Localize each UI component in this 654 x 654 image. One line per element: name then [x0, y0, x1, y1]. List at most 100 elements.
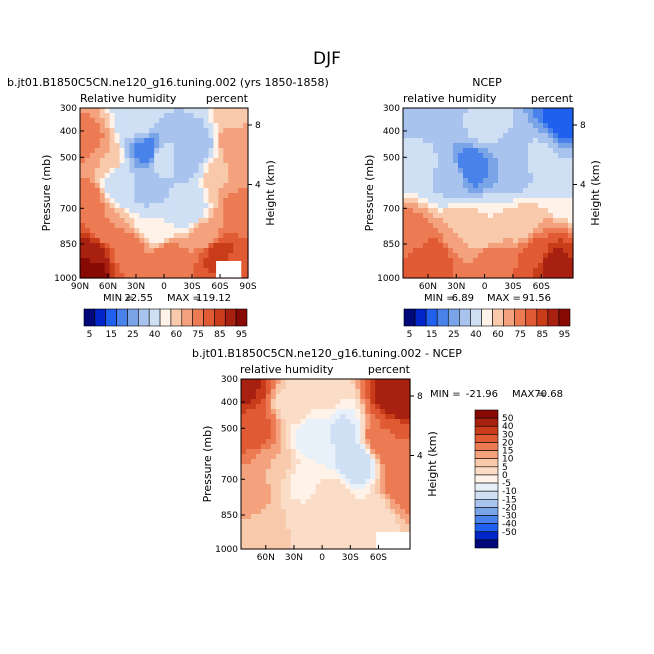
diff-cell: [380, 419, 386, 425]
model-cell: [144, 183, 150, 189]
diff-cell: [405, 484, 411, 490]
diff-cell: [245, 519, 252, 525]
diff-cell: [265, 539, 272, 545]
model-cell: [94, 258, 101, 264]
model-cell: [124, 218, 131, 224]
model-cell: [139, 123, 145, 129]
model-cell: [203, 138, 210, 144]
model-cell: [168, 238, 175, 244]
obs-cell: [443, 273, 449, 279]
model-cell: [119, 143, 126, 149]
model-cell: [233, 163, 239, 169]
obs-colorbar-label: 5: [407, 330, 413, 340]
diff-cell: [295, 484, 302, 490]
diff-cell: [380, 474, 386, 480]
model-cell: [94, 223, 101, 229]
model-cell: [203, 143, 210, 149]
diff-cell: [375, 514, 381, 520]
model-cell: [198, 243, 205, 249]
diff-cell: [310, 504, 317, 510]
model-colorbar-box: [116, 308, 128, 327]
obs-cell: [528, 253, 534, 259]
diff-cell: [385, 424, 391, 430]
model-cell: [193, 193, 200, 199]
diff-cell: [370, 494, 376, 500]
model-cell: [89, 243, 96, 249]
model-cell: [119, 138, 126, 144]
obs-cell: [433, 183, 439, 189]
model-cell: [159, 223, 165, 229]
diff-cell: [365, 509, 371, 515]
obs-cell: [478, 108, 484, 114]
model-cell: [173, 213, 180, 219]
obs-cell: [553, 263, 559, 269]
model-cell: [218, 213, 224, 219]
obs-cell: [458, 173, 464, 179]
model-cell: [114, 263, 121, 269]
diff-cell: [245, 524, 252, 530]
model-cell: [159, 113, 165, 119]
diff-cell: [375, 424, 381, 430]
diff-cell: [305, 519, 312, 525]
obs-cell: [463, 178, 469, 184]
diff-cell: [350, 504, 356, 510]
obs-cell: [523, 148, 529, 154]
obs-cell: [528, 128, 534, 134]
model-cell: [208, 268, 215, 274]
obs-cell: [468, 208, 474, 214]
model-cell: [89, 223, 96, 229]
diff-cell: [350, 389, 356, 395]
obs-cell: [503, 263, 509, 269]
diff-cell: [320, 409, 327, 415]
diff-cell: [300, 454, 307, 460]
obs-cell: [508, 203, 514, 209]
obs-cell: [498, 228, 504, 234]
obs-cell: [548, 243, 554, 249]
obs-cell: [493, 148, 499, 154]
model-cell: [104, 138, 111, 144]
obs-cell: [558, 153, 564, 159]
model-cell: [84, 138, 91, 144]
obs-cell: [418, 228, 424, 234]
obs-cell: [453, 233, 459, 239]
obs-cell: [478, 238, 484, 244]
diff-cell: [260, 434, 267, 440]
obs-cell: [508, 233, 514, 239]
obs-cell: [403, 133, 409, 139]
diff-cell: [285, 434, 292, 440]
diff-cell: [355, 544, 361, 550]
model-cell: [119, 198, 126, 204]
obs-cell: [538, 263, 544, 269]
diff-cell: [350, 464, 356, 470]
obs-cell: [428, 263, 434, 269]
diff-cell: [330, 414, 337, 420]
diff-cell: [270, 524, 277, 530]
diff-cell: [365, 539, 371, 545]
obs-cell: [473, 128, 479, 134]
model-cell: [124, 108, 131, 114]
model-cell: [198, 253, 205, 259]
diff-cell: [380, 514, 386, 520]
obs-cell: [433, 208, 439, 214]
diff-cell: [350, 424, 356, 430]
diff-cell: [345, 474, 351, 480]
model-cell: [168, 148, 175, 154]
obs-cell: [463, 138, 469, 144]
obs-cell: [418, 153, 424, 159]
model-cell: [89, 193, 96, 199]
model-cell: [188, 138, 195, 144]
model-cell: [233, 253, 239, 259]
obs-cell: [503, 143, 509, 149]
model-cell: [243, 248, 249, 254]
obs-ytick-label: 700: [383, 204, 400, 214]
diff-cell: [350, 404, 356, 410]
model-cell: [164, 163, 170, 169]
diff-cell: [260, 384, 267, 390]
diff-cell: [285, 454, 292, 460]
model-cell: [129, 108, 135, 114]
diff-cell: [365, 529, 371, 535]
obs-cell: [478, 143, 484, 149]
obs-cell: [438, 173, 444, 179]
model-cell: [149, 263, 155, 269]
obs-cell: [528, 123, 534, 129]
